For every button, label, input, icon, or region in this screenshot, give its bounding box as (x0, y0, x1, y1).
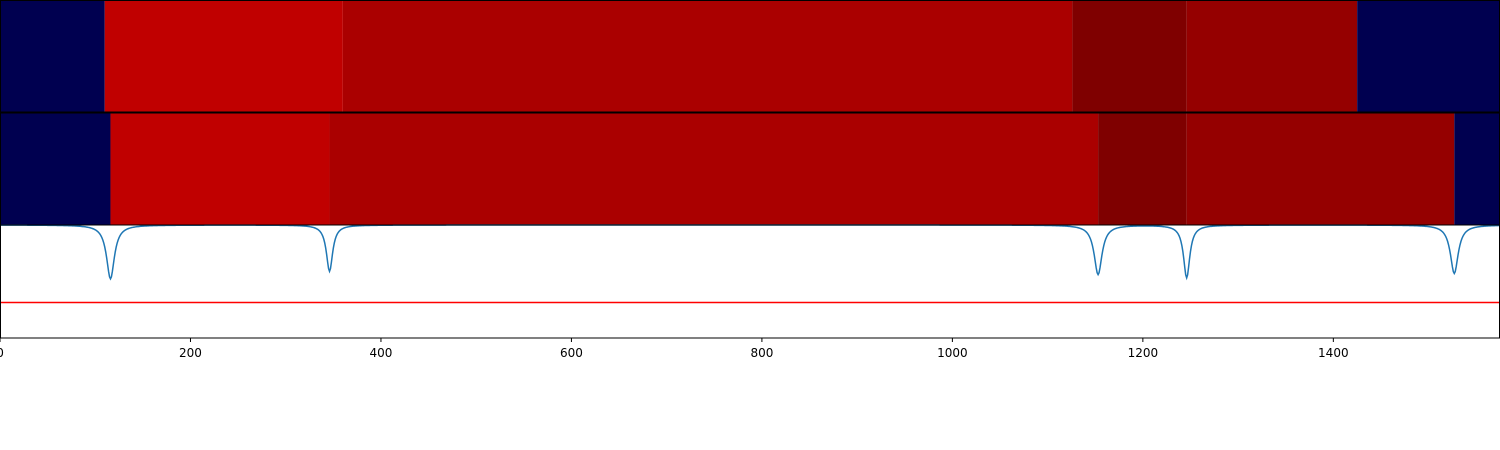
x-tick-label: 600 (560, 346, 583, 360)
x-tick-label: 1200 (1128, 346, 1159, 360)
x-tick-label: 800 (750, 346, 773, 360)
x-tick-label: 1400 (1318, 346, 1349, 360)
heatmap-segment (1098, 113, 1187, 225)
heatmap-segment (342, 0, 1073, 112)
heatmap-segment (0, 113, 111, 225)
heatmap-segment (110, 113, 330, 225)
heatmap-segment (1186, 113, 1455, 225)
heatmap-segment (329, 113, 1099, 225)
x-tick-label: 0 (0, 346, 4, 360)
x-tick-label: 400 (369, 346, 392, 360)
heatmap-segment (1454, 113, 1500, 225)
heatmap-segment (1186, 0, 1358, 112)
heatmap-segment (104, 0, 343, 112)
x-tick-label: 200 (179, 346, 202, 360)
x-axis: 0 200 400 600 800 1000 1200 1400 (0, 338, 1349, 360)
heatmap-segment (0, 0, 105, 112)
heatmap-band-middle (0, 113, 1500, 225)
heatmap-segment (1357, 0, 1500, 112)
x-tick-label: 1000 (937, 346, 968, 360)
heatmap-band-top (0, 0, 1500, 112)
signal-panel (0, 224, 1500, 338)
heatmap-segment (1072, 0, 1187, 112)
signal-panel-background (0, 225, 1500, 338)
